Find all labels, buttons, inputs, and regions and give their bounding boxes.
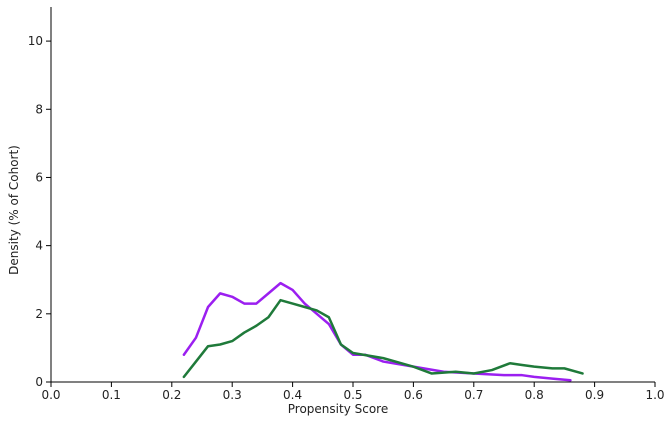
x-tick-label: 0.0	[41, 388, 60, 402]
line-series	[182, 298, 584, 379]
x-tick-label: 0.7	[464, 388, 483, 402]
y-axis-label: Density (% of Cohort)	[7, 145, 21, 275]
y-tick-label: 2	[35, 307, 43, 321]
x-tick-label: 0.4	[283, 388, 302, 402]
x-axis-label: Propensity Score	[288, 402, 388, 416]
x-tick-label: 0.5	[343, 388, 362, 402]
y-tick-label: 0	[35, 375, 43, 389]
y-tick-label: 6	[35, 170, 43, 184]
x-tick-label: 1.0	[645, 388, 664, 402]
x-tick-label: 0.1	[102, 388, 121, 402]
line-series	[182, 281, 572, 382]
y-tick-label: 8	[35, 102, 43, 116]
y-tick-label: 4	[35, 239, 43, 253]
x-tick-label: 0.9	[585, 388, 604, 402]
y-tick-label: 10	[28, 34, 43, 48]
x-tick-label: 0.6	[404, 388, 423, 402]
x-tick-label: 0.3	[223, 388, 242, 402]
x-tick-label: 0.8	[525, 388, 544, 402]
x-tick-label: 0.2	[162, 388, 181, 402]
